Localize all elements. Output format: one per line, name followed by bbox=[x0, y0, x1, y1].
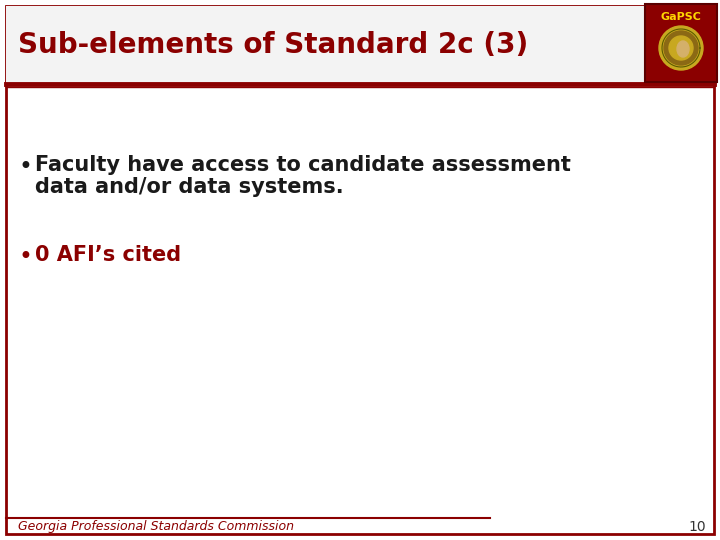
Text: Georgia Professional Standards Commission: Georgia Professional Standards Commissio… bbox=[18, 520, 294, 533]
Text: •: • bbox=[18, 245, 32, 269]
Circle shape bbox=[664, 31, 698, 65]
Text: Faculty have access to candidate assessment: Faculty have access to candidate assessm… bbox=[35, 155, 571, 175]
Text: 0 AFI’s cited: 0 AFI’s cited bbox=[35, 245, 181, 265]
Circle shape bbox=[659, 26, 703, 70]
Text: 10: 10 bbox=[688, 520, 706, 534]
Ellipse shape bbox=[677, 41, 689, 57]
Text: data and/or data systems.: data and/or data systems. bbox=[35, 177, 343, 197]
FancyBboxPatch shape bbox=[645, 4, 717, 82]
Text: •: • bbox=[18, 155, 32, 179]
Text: Sub-elements of Standard 2c (3): Sub-elements of Standard 2c (3) bbox=[18, 31, 528, 59]
Circle shape bbox=[669, 36, 693, 60]
Text: GaPSC: GaPSC bbox=[660, 12, 701, 22]
Bar bbox=[6, 6, 714, 84]
